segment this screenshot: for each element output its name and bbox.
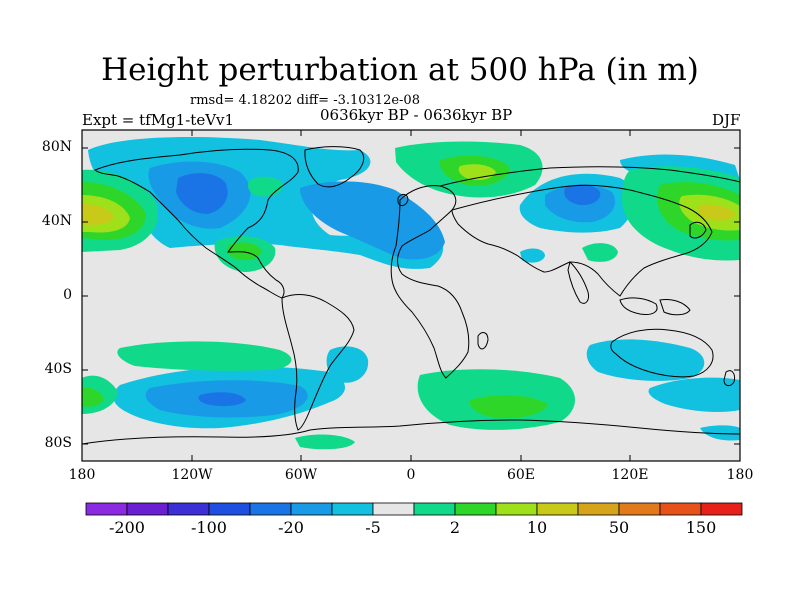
colorbar-label-7: 50 [608,518,630,537]
contour-neg-patagonia [326,346,369,383]
colorbar-box [208,502,251,516]
colorbar-box [700,502,743,516]
colorbar-box [249,502,292,516]
contour-neg-australia [586,339,705,381]
rmsd-annotation: rmsd= 4.18202 diff= -3.10312e-08 [190,93,420,108]
contour-neg-se-aus [648,377,740,412]
colorbar-label-3: -20 [278,518,304,537]
colorbar-box [659,502,702,516]
colorbar-box [618,502,661,516]
colorbar-label-2: -100 [191,518,227,537]
lon-tick-120w: 120W [171,467,213,483]
colorbar-box [331,502,374,516]
colorbar-label-6: 10 [526,518,548,537]
contour-pos-india [582,243,618,262]
colorbar-box [577,502,620,516]
contour-neg3-pacific [198,392,246,407]
season-label: DJF [712,111,741,129]
contour-neg3-asia [564,184,601,206]
lon-tick-180w: 180 [68,467,96,483]
lat-tick-0: 0 [63,287,72,303]
plot-title: Height perturbation at 500 hPa (in m) [101,52,699,88]
colorbar-box [85,502,128,516]
colorbar-box [495,502,538,516]
lat-tick-80s: 80S [44,435,72,451]
colorbar-box [167,502,210,516]
period-label: 0636kyr BP - 0636kyr BP [320,106,513,124]
colorbar-label-5: 2 [449,518,461,537]
lon-tick-60e: 60E [506,467,536,483]
contour-pos-southpac-w [117,341,292,371]
contour-pos2-sp [82,387,104,407]
contour-pos-drake [295,434,355,450]
colorbar-box [372,502,415,516]
coastlines [82,146,740,445]
lat-tick-40s: 40S [44,361,72,377]
contour-neg-arabia [520,248,545,263]
contour-pos4-np-west [82,204,114,225]
contour-pos2-indian [469,395,548,419]
colorbar-box [126,502,169,516]
contour-pos-hudson [248,176,283,197]
colorbar-box [290,502,333,516]
lon-tick-180e: 180 [726,467,754,483]
colorbar-label-4: -5 [365,518,381,537]
colorbar [85,502,743,516]
contour-fields [82,137,740,450]
contour-neg-antarctic [700,425,740,441]
lat-tick-40n: 40N [41,213,72,229]
contour-neg3-canada [176,173,228,214]
lon-tick-60w: 60W [284,467,318,483]
contour-pos2-gulf [227,242,262,260]
lon-tick-0: 0 [406,467,416,483]
colorbar-box [454,502,497,516]
lon-tick-120e: 120E [611,467,649,483]
colorbar-label-1: -200 [109,518,145,537]
contour-neg2-atlantic [300,181,445,260]
colorbar-box [413,502,456,516]
contour-pos4-np-east [698,204,736,221]
axis-ticks [81,130,741,461]
colorbar-label-8: 150 [685,518,717,537]
lat-tick-80n: 80N [41,139,72,155]
experiment-label: Expt = tfMg1-teVv1 [82,111,235,129]
colorbar-box [536,502,579,516]
